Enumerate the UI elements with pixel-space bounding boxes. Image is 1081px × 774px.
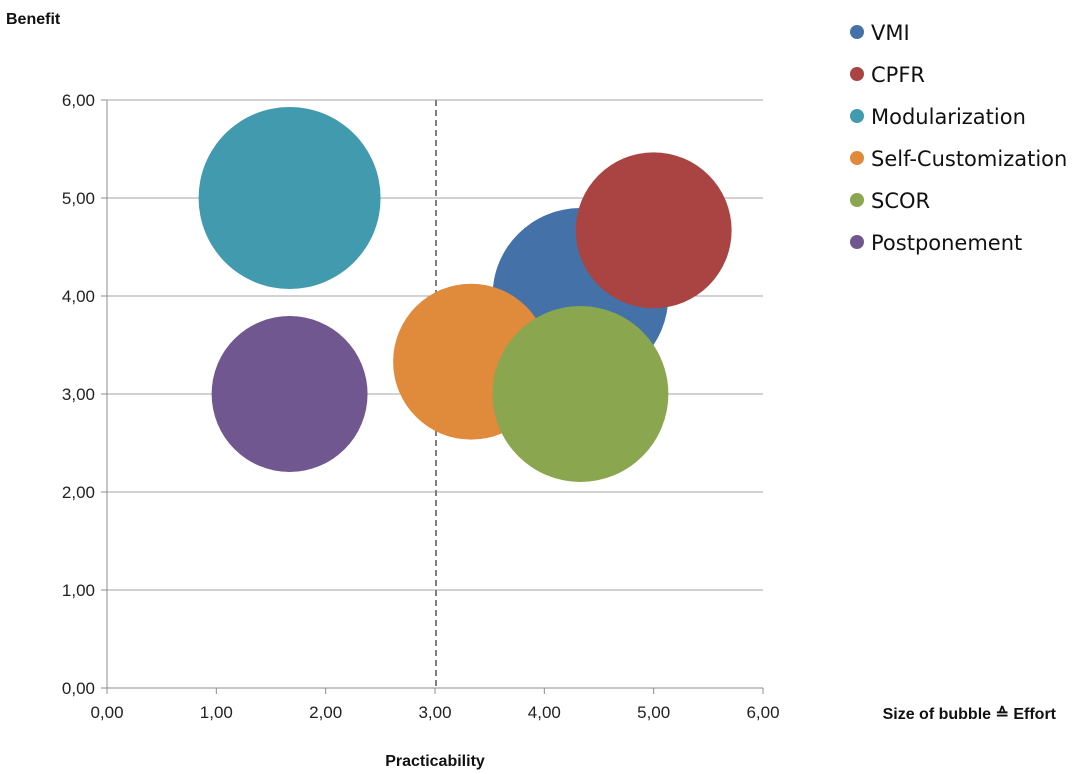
x-tick-label: 0,00 bbox=[90, 703, 123, 722]
y-tick-label: 6,00 bbox=[62, 91, 95, 110]
legend-marker-cpfr bbox=[850, 67, 864, 81]
x-tick-labels: 0,00 1,00 2,00 3,00 4,00 5,00 6,00 bbox=[90, 703, 779, 722]
bubble-scor bbox=[492, 306, 669, 482]
y-tick-label: 3,00 bbox=[62, 385, 95, 404]
legend-label-self-customization: Self-Customization bbox=[871, 147, 1067, 171]
legend-label-vmi: VMI bbox=[871, 21, 910, 45]
bubble-cpfr bbox=[575, 152, 732, 309]
x-tick-label: 2,00 bbox=[309, 703, 342, 722]
x-tick-label: 4,00 bbox=[528, 703, 561, 722]
legend-label-postponement: Postponement bbox=[871, 231, 1022, 255]
legend-marker-modularization bbox=[850, 109, 864, 123]
legend-marker-vmi bbox=[850, 25, 864, 39]
y-tick-label: 0,00 bbox=[62, 679, 95, 698]
y-tick-label: 1,00 bbox=[62, 581, 95, 600]
bubble-modularization bbox=[198, 107, 381, 289]
legend-marker-self-customization bbox=[850, 151, 864, 165]
y-tick-label: 4,00 bbox=[62, 287, 95, 306]
bubble-postponement bbox=[211, 316, 368, 472]
legend-marker-scor bbox=[850, 193, 864, 207]
y-tick-labels: 0,00 1,00 2,00 3,00 4,00 5,00 6,00 bbox=[62, 91, 95, 698]
bubbles bbox=[198, 107, 732, 482]
y-axis-title: Benefit bbox=[6, 11, 61, 28]
x-tick-label: 5,00 bbox=[637, 703, 670, 722]
x-axis-title: Practicability bbox=[385, 753, 485, 770]
axes bbox=[106, 100, 763, 689]
y-tick-label: 2,00 bbox=[62, 483, 95, 502]
x-tick-label: 1,00 bbox=[200, 703, 233, 722]
x-tick-label: 6,00 bbox=[746, 703, 779, 722]
legend-marker-postponement bbox=[850, 235, 864, 249]
y-tick-label: 5,00 bbox=[62, 189, 95, 208]
x-tick-label: 3,00 bbox=[418, 703, 451, 722]
legend-label-modularization: Modularization bbox=[871, 105, 1026, 129]
legend-label-cpfr: CPFR bbox=[871, 63, 925, 87]
bubble-size-note: Size of bubble ≙ Effort bbox=[883, 705, 1057, 723]
legend-label-scor: SCOR bbox=[871, 189, 930, 213]
legend: VMI CPFR Modularization Self-Customization S… bbox=[850, 21, 1067, 255]
